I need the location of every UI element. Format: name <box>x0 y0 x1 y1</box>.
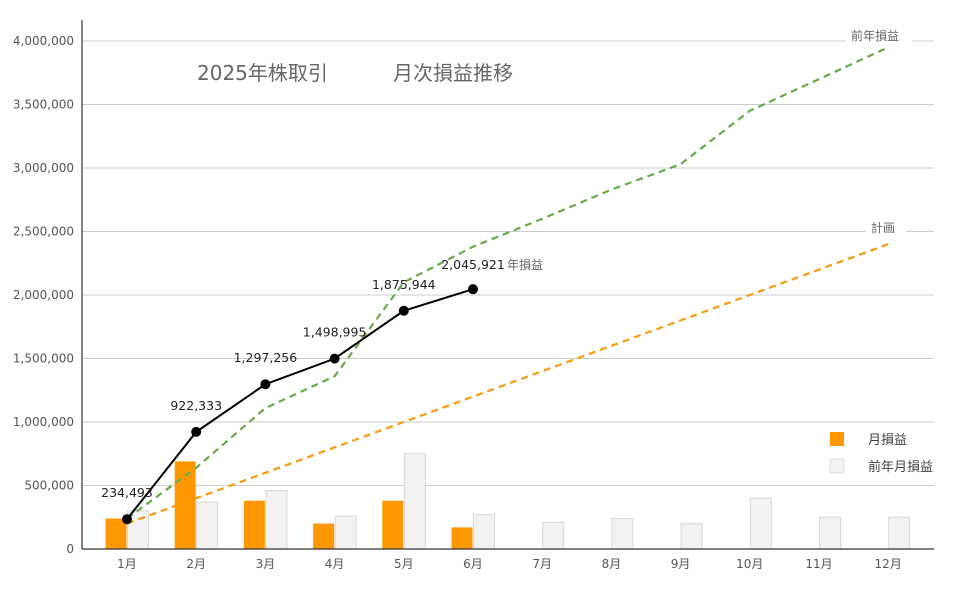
chart-subtitle: 月次損益推移 <box>393 61 513 85</box>
point-annual <box>329 353 340 364</box>
y-tick-label: 0 <box>66 542 74 556</box>
bar-monthly <box>382 500 404 549</box>
legend: 月損益 前年月損益 <box>829 432 933 475</box>
bar-layer <box>105 453 911 550</box>
point-annual <box>398 305 409 316</box>
legend-label-prev-monthly: 前年月損益 <box>868 459 933 475</box>
y-tick-label: 500,000 <box>24 479 74 493</box>
label-layer: 234,493 922,333 1,297,256 1,498,995 1,875,94… <box>101 257 505 500</box>
series-label-prev-annual: 前年損益 <box>851 28 899 43</box>
line-annual <box>126 288 474 520</box>
x-tick-label: 12月 <box>875 557 902 571</box>
bar-prev-monthly <box>473 514 495 550</box>
data-label-annual: 1,297,256 <box>234 350 298 365</box>
legend-swatch-monthly <box>830 432 844 446</box>
y-tick-label: 1,500,000 <box>13 352 74 366</box>
data-label-annual: 922,333 <box>170 398 222 413</box>
x-tick-label: 8月 <box>602 557 622 571</box>
data-label-annual: 1,875,944 <box>372 277 436 292</box>
bar-prev-monthly <box>196 501 219 550</box>
point-annual <box>260 379 271 390</box>
bar-prev-monthly <box>819 516 841 550</box>
bar-monthly <box>174 461 196 549</box>
series-label-plan: 計画 <box>871 220 895 235</box>
line-plan <box>126 243 889 525</box>
bar-prev-monthly <box>334 515 357 550</box>
bar-prev-monthly <box>680 523 703 550</box>
y-tick-label: 4,000,000 <box>13 34 74 48</box>
bar-monthly <box>313 523 335 549</box>
x-tick-label: 2月 <box>186 557 206 571</box>
axis-layer: 0 500,000 1,000,000 1,500,000 2,000,000 2,500… <box>13 20 934 571</box>
point-annual <box>191 426 202 437</box>
bar-prev-monthly <box>542 521 565 550</box>
y-tick-label: 3,000,000 <box>13 161 74 175</box>
y-tick-label: 1,000,000 <box>13 415 74 429</box>
bar-prev-monthly <box>888 516 911 550</box>
point-annual <box>122 514 132 525</box>
x-tick-label: 10月 <box>736 557 763 571</box>
bar-monthly <box>451 527 473 549</box>
x-tick-label: 1月 <box>117 557 137 571</box>
bar-prev-monthly <box>611 518 634 550</box>
data-label-annual: 1,498,995 <box>303 325 367 340</box>
series-label-plan-bg <box>866 218 906 236</box>
bar-prev-monthly <box>403 453 426 550</box>
point-annual <box>468 284 478 295</box>
legend-swatch-prev-monthly <box>829 458 845 474</box>
bar-monthly <box>105 518 127 549</box>
series-label-prev-annual-bg <box>846 26 912 44</box>
x-tick-label: 4月 <box>325 557 345 571</box>
y-tick-label: 2,000,000 <box>13 288 74 302</box>
legend-label-monthly: 月損益 <box>868 433 907 448</box>
x-tick-label: 5月 <box>394 557 414 571</box>
series-label-annual: 年損益 <box>507 257 543 272</box>
y-tick-label: 2,500,000 <box>13 225 74 239</box>
bar-monthly <box>243 500 265 549</box>
x-tick-label: 9月 <box>671 557 691 571</box>
line-prev-annual <box>126 46 889 520</box>
chart-title: 2025年株取引 <box>197 61 328 85</box>
bar-prev-monthly <box>749 497 772 550</box>
x-tick-label: 6月 <box>463 557 483 571</box>
data-label-annual: 234,493 <box>101 485 153 500</box>
y-tick-label: 3,500,000 <box>13 98 74 112</box>
data-label-annual: 2,045,921 <box>441 257 505 272</box>
x-tick-label: 7月 <box>532 557 552 571</box>
x-tick-label: 11月 <box>805 557 832 571</box>
bar-prev-monthly <box>265 490 288 550</box>
line-layer <box>122 46 889 525</box>
x-tick-label: 3月 <box>256 557 276 571</box>
